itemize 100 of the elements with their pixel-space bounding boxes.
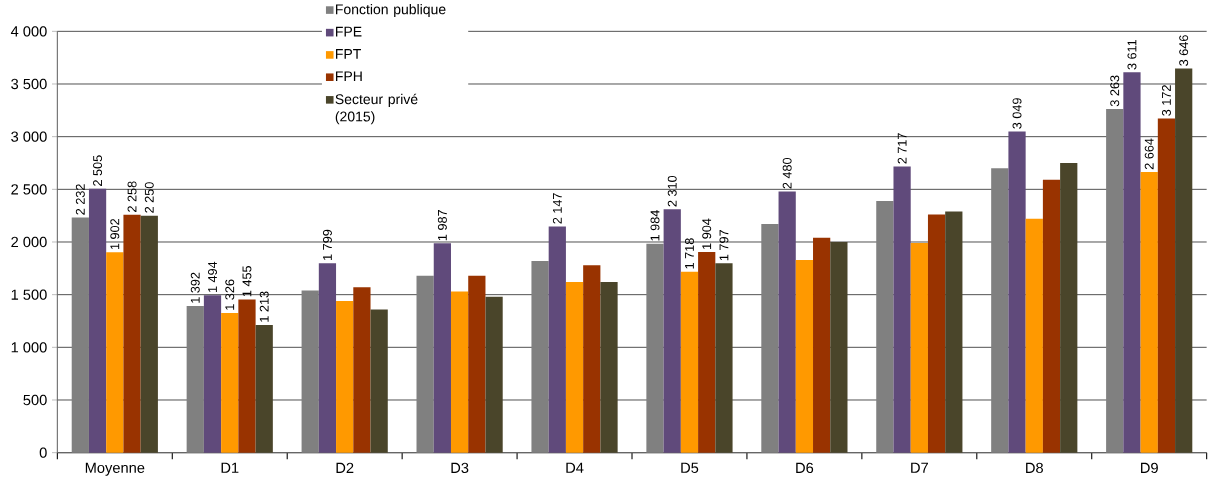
y-tick-label: 3 000 [11,131,47,143]
data-label: 1 718 [684,238,694,269]
data-label: 2 232 [75,184,85,215]
data-label: 2 505 [93,155,103,187]
y-tick-label: 500 [23,394,47,406]
legend-label: Secteur privé (2015) [335,93,418,125]
bar [761,224,779,453]
data-label: 1 797 [719,230,729,261]
bar [698,252,716,453]
data-label: 1 799 [322,229,332,261]
data-label: 1 904 [702,218,712,250]
x-tick-label: D9 [1141,462,1158,474]
x-tick-label: D6 [796,462,814,474]
bar [353,287,371,453]
legend-label: FPH [336,71,362,82]
bar [1106,109,1124,453]
bar [945,211,963,453]
x-tick-label: D7 [911,462,928,473]
data-label: 2 147 [552,193,562,224]
bar [548,226,566,453]
data-label: 1 213 [259,291,269,322]
y-tick-label: 0 [39,447,47,459]
bar [531,261,549,453]
bar [336,301,354,453]
data-label: 3 172 [1161,85,1171,116]
bar [600,282,618,453]
legend-label: FPT [336,49,361,59]
bar [795,260,814,453]
bar [238,299,256,453]
x-tick-label: D8 [1026,462,1043,474]
bar [433,243,451,453]
bar [1042,180,1061,453]
bar [1175,68,1193,453]
bar [221,313,239,453]
bar [370,309,388,453]
bar [813,237,831,453]
bar [485,296,503,453]
y-tick-label: 2 000 [11,236,47,248]
bar [203,295,222,453]
bar [1123,72,1141,453]
data-label: 2 250 [144,182,154,213]
bar [123,214,141,453]
y-tick-label: 2 500 [11,184,47,195]
data-label: 3 646 [1179,35,1189,67]
data-label: 2 717 [897,133,907,164]
y-tick-label: 1 000 [11,342,47,353]
bar [778,191,796,453]
data-label: 3 263 [1110,75,1120,107]
bar [301,290,319,453]
bar [680,271,699,453]
data-label: 1 455 [242,266,252,297]
y-tick-label: 3 500 [11,78,47,90]
bar [71,217,89,453]
data-label: 2 480 [782,158,792,189]
data-label: 3 611 [1127,40,1137,70]
x-tick-label: Moyenne [85,462,145,476]
data-label: 1 902 [110,219,120,250]
bar [255,325,273,453]
bar [565,282,584,453]
bar [1060,163,1078,453]
data-label: 2 258 [127,181,137,213]
data-label: 1 326 [225,279,235,310]
bar [186,306,204,453]
legend-label: Fonction publique [336,4,446,18]
bar [1140,172,1158,453]
y-tick-label: 1 500 [11,289,47,301]
data-label: 2 310 [667,176,677,207]
bar [663,209,681,453]
data-label: 1 987 [437,210,447,241]
x-tick-label: D3 [451,462,469,474]
bar [106,252,124,453]
data-label: 3 049 [1012,98,1022,129]
x-tick-label: D2 [336,462,354,474]
bar [1025,218,1043,453]
bar [583,265,601,453]
data-label: 1 392 [190,272,200,303]
bar [1008,131,1026,453]
data-label: 1 984 [650,210,660,241]
bar [450,291,469,453]
bar [991,168,1009,453]
bar [468,275,486,453]
bar [910,243,928,453]
x-tick-label: D5 [681,462,699,474]
bar [715,263,733,453]
bar [830,242,848,453]
bar [927,214,946,453]
bar [416,275,434,453]
data-label: 1 494 [208,261,217,293]
legend-label: FPE [336,26,362,37]
x-tick-label: D4 [566,462,584,473]
bar [140,215,158,453]
x-tick-label: D1 [221,462,239,473]
bar [318,263,337,453]
bar [88,188,107,453]
bar [893,166,911,453]
bar [1157,118,1176,453]
bar [646,243,664,453]
data-label: 2 664 [1144,138,1154,170]
y-tick-label: 4 000 [10,26,47,37]
bar [876,201,894,453]
